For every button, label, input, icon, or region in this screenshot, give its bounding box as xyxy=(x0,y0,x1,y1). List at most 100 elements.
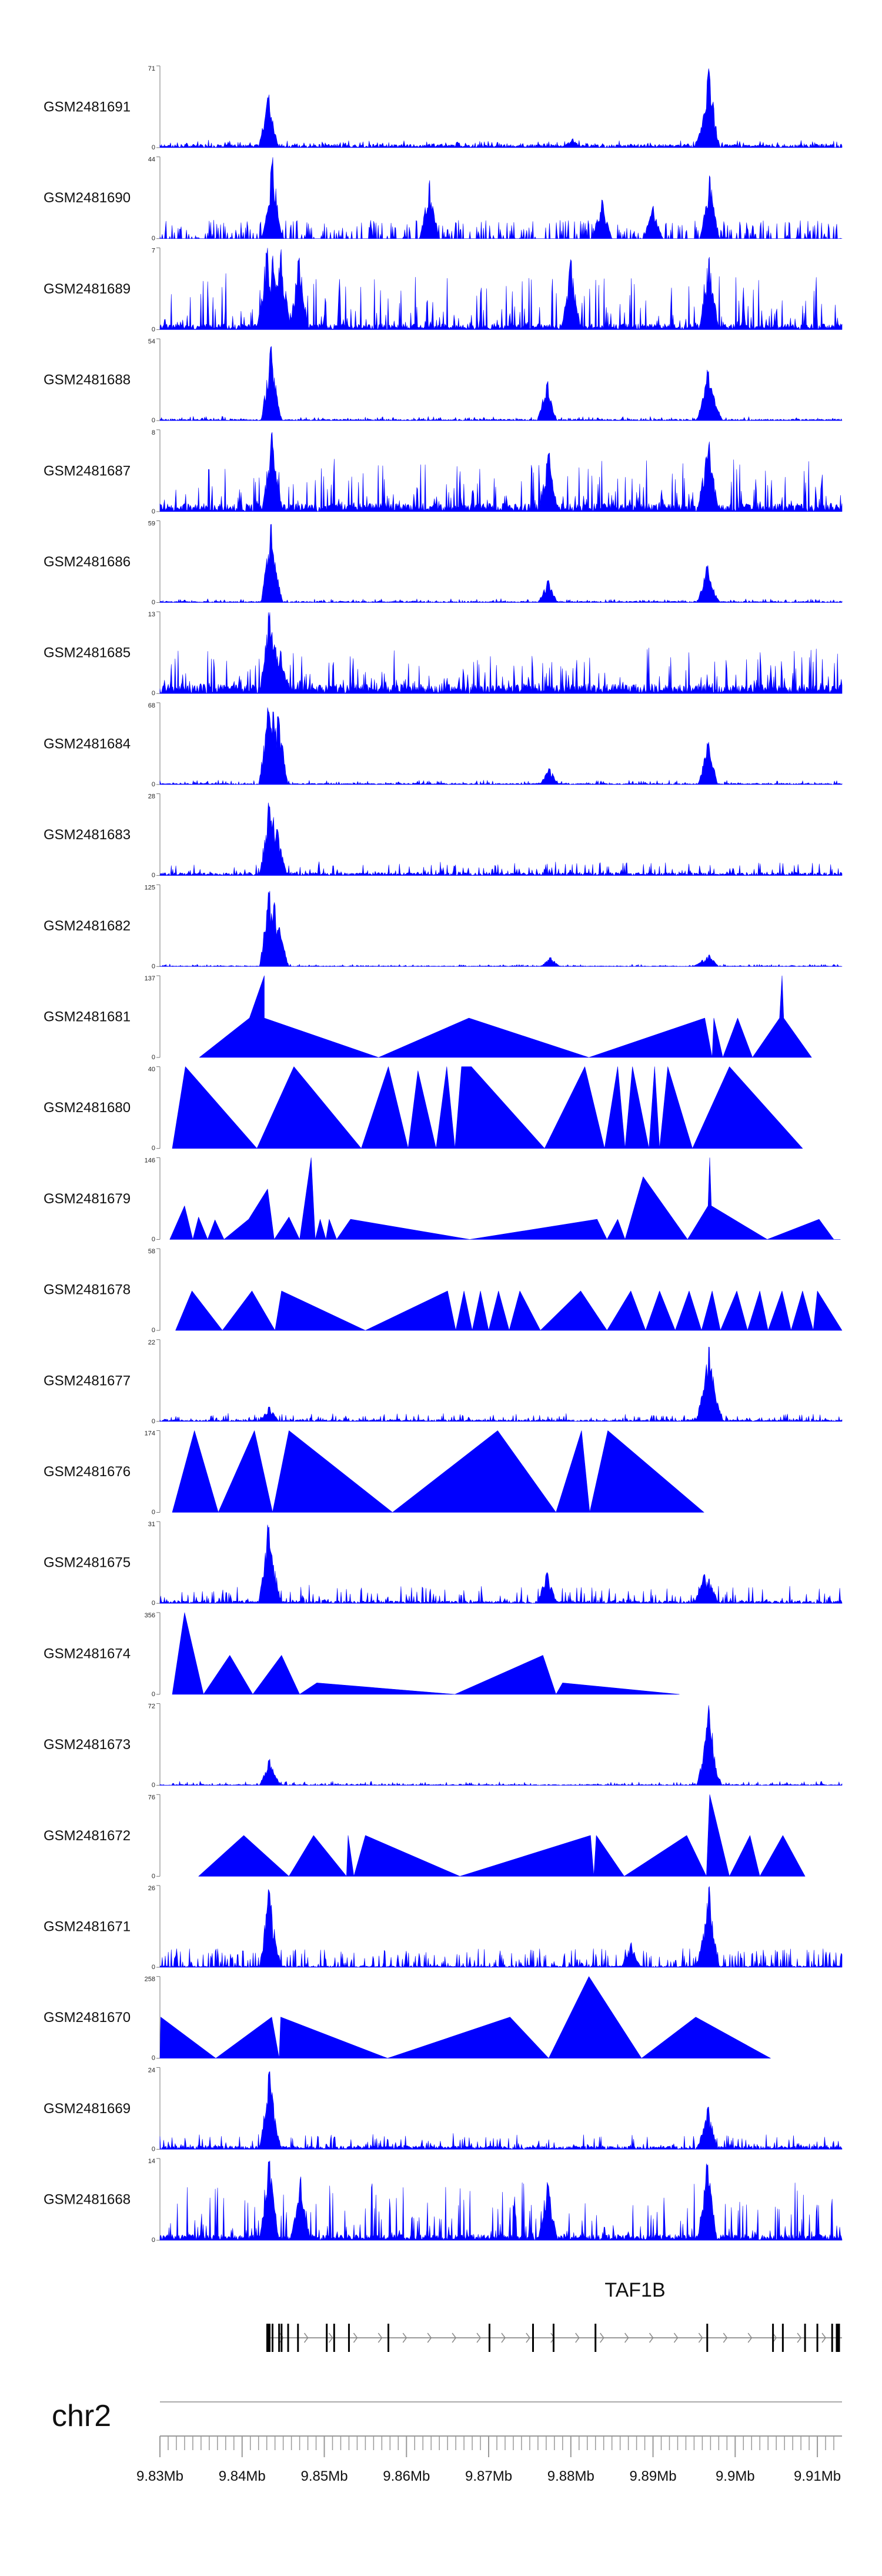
track-label: GSM2481684 xyxy=(44,736,131,752)
y-min-label: 0 xyxy=(152,1418,155,1425)
strand-arrow xyxy=(772,2333,777,2343)
track-GSM2481677: GSM2481677 22 0 xyxy=(44,1339,843,1425)
signal-area xyxy=(159,890,843,967)
exon xyxy=(488,2324,490,2352)
y-max-label: 146 xyxy=(145,1157,155,1164)
y-max-label: 72 xyxy=(148,1703,155,1710)
y-min-label: 0 xyxy=(152,1873,155,1880)
exon xyxy=(532,2324,534,2352)
track-label: GSM2481675 xyxy=(44,1555,131,1571)
axis-tick-label: 9.9Mb xyxy=(716,2468,755,2484)
signal-area xyxy=(159,432,843,512)
track-label: GSM2481681 xyxy=(44,1009,131,1025)
strand-arrow xyxy=(797,2333,802,2343)
signal-area xyxy=(198,1794,806,1877)
signal-area xyxy=(159,1976,771,2058)
track-label: GSM2481673 xyxy=(44,1737,131,1753)
y-max-label: 76 xyxy=(148,1794,155,1801)
track-label: GSM2481680 xyxy=(44,1100,131,1116)
exon xyxy=(333,2324,335,2352)
strand-arrow xyxy=(501,2333,506,2343)
strand-arrow xyxy=(328,2333,333,2343)
signal-area xyxy=(199,975,812,1058)
strand-arrow xyxy=(303,2333,309,2343)
y-min-label: 0 xyxy=(152,599,155,606)
strand-arrow xyxy=(649,2333,654,2343)
exon xyxy=(326,2324,328,2352)
y-max-label: 24 xyxy=(148,2067,155,2074)
exon xyxy=(271,2324,273,2352)
track-GSM2481670: GSM2481670 258 0 xyxy=(44,1976,771,2062)
y-max-label: 125 xyxy=(145,884,155,891)
strand-arrow xyxy=(723,2333,728,2343)
strand-arrow xyxy=(526,2333,530,2343)
track-GSM2481686: GSM2481686 59 0 xyxy=(44,520,843,606)
axis-tick-label: 9.87Mb xyxy=(465,2468,512,2484)
strand-arrow xyxy=(353,2333,358,2343)
axis-tick-label: 9.84Mb xyxy=(219,2468,266,2484)
exon xyxy=(594,2324,597,2352)
signal-area xyxy=(159,707,843,785)
exon xyxy=(836,2324,840,2352)
chromosome-label: chr2 xyxy=(52,2399,111,2433)
axis-tick-label: 9.91Mb xyxy=(794,2468,841,2484)
axis-tick-label: 9.88Mb xyxy=(547,2468,594,2484)
track-GSM2481681: GSM2481681 137 0 xyxy=(44,975,812,1061)
y-max-label: 71 xyxy=(148,65,155,72)
signal-area xyxy=(159,68,843,148)
exon xyxy=(266,2324,270,2352)
exon xyxy=(706,2324,709,2352)
y-max-label: 22 xyxy=(148,1339,155,1346)
y-min-label: 0 xyxy=(152,2145,155,2153)
exon xyxy=(781,2324,784,2352)
exon xyxy=(816,2324,818,2352)
track-GSM2481673: GSM2481673 72 0 xyxy=(44,1703,843,1789)
exon xyxy=(348,2324,350,2352)
strand-arrow xyxy=(427,2333,432,2343)
y-min-label: 0 xyxy=(152,1600,155,1607)
strand-arrow xyxy=(600,2333,604,2343)
track-GSM2481687: GSM2481687 8 0 xyxy=(44,429,843,515)
y-min-label: 0 xyxy=(152,2237,155,2244)
track-GSM2481689: GSM2481689 7 0 xyxy=(44,247,843,333)
track-label: GSM2481668 xyxy=(44,2192,131,2208)
exon xyxy=(804,2324,806,2352)
track-label: GSM2481674 xyxy=(44,1646,131,1661)
y-max-label: 31 xyxy=(148,1521,155,1528)
y-min-label: 0 xyxy=(152,326,155,333)
strand-arrow xyxy=(747,2333,753,2343)
y-min-label: 0 xyxy=(152,963,155,970)
y-min-label: 0 xyxy=(152,2055,155,2062)
exon xyxy=(287,2324,289,2352)
track-label: GSM2481690 xyxy=(44,190,131,206)
track-label: GSM2481685 xyxy=(44,645,131,661)
axis-tick-label: 9.85Mb xyxy=(300,2468,348,2484)
genome-axis: chr2 9.83Mb 9.84Mb 9.85Mb 9.86Mb 9.87Mb 9.88M… xyxy=(52,2399,842,2484)
track-label: GSM2481678 xyxy=(44,1282,131,1298)
y-max-label: 8 xyxy=(152,429,155,436)
y-max-label: 356 xyxy=(145,1612,155,1619)
track-GSM2481690: GSM2481690 44 0 xyxy=(44,156,843,242)
signal-area xyxy=(172,1066,803,1149)
signal-area xyxy=(159,1347,843,1422)
signal-area xyxy=(172,1430,704,1513)
y-max-label: 137 xyxy=(145,975,155,982)
y-min-label: 0 xyxy=(152,1054,155,1061)
track-panels: GSM2481691710GSM2481690440GSM248168970GS… xyxy=(44,65,843,2244)
track-GSM2481675: GSM2481675 31 0 xyxy=(44,1521,843,1607)
y-max-label: 68 xyxy=(148,702,155,709)
signal-area xyxy=(159,248,843,330)
axis-tick-label: 9.86Mb xyxy=(383,2468,430,2484)
strand-arrow xyxy=(377,2333,383,2343)
track-GSM2481672: GSM2481672 76 0 xyxy=(44,1794,806,1880)
track-GSM2481684: GSM2481684 68 0 xyxy=(44,702,843,788)
y-max-label: 258 xyxy=(145,1976,155,1983)
y-max-label: 40 xyxy=(148,1066,155,1073)
track-GSM2481682: GSM2481682 125 0 xyxy=(44,884,843,970)
track-GSM2481674: GSM2481674 356 0 xyxy=(44,1612,680,1698)
signal-area xyxy=(159,1524,843,1604)
track-label: GSM2481672 xyxy=(44,1828,131,1844)
signal-area xyxy=(159,802,843,876)
strand-arrow xyxy=(673,2333,679,2343)
track-GSM2481676: GSM2481676 174 0 xyxy=(44,1430,704,1516)
